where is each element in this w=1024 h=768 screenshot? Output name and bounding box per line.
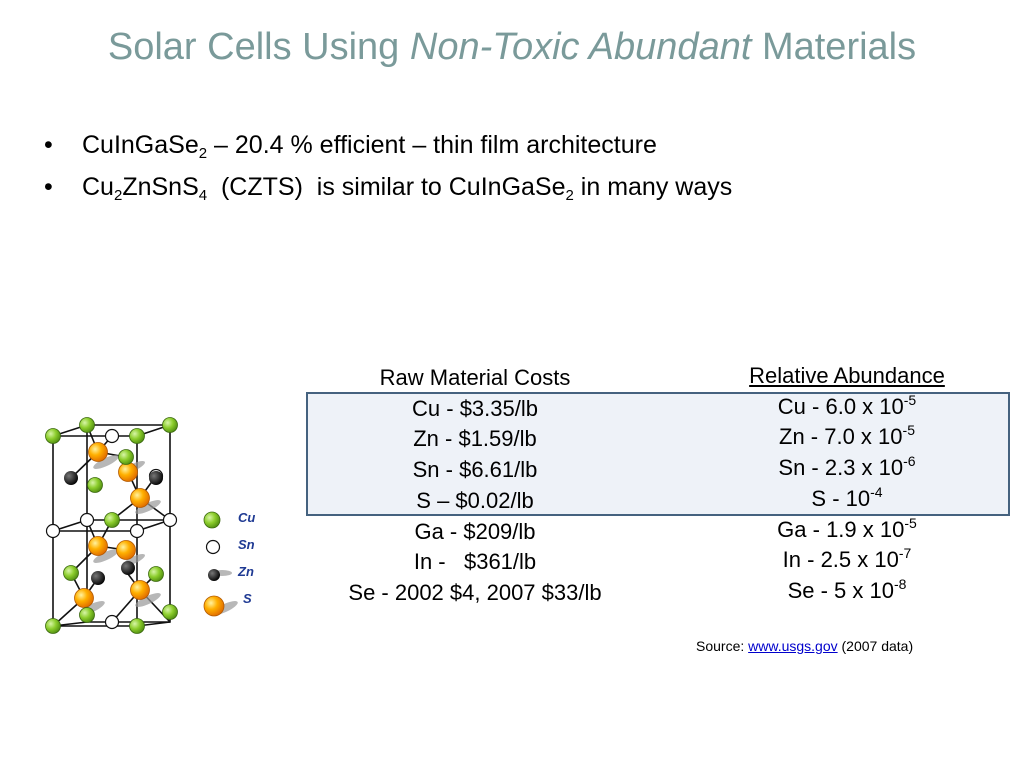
bullet-text: – 20.4 % efficient – thin film architect… [207, 131, 657, 159]
abundance-value: Ga - 1.9 x 10 [777, 516, 905, 542]
legend-s-label: S [243, 591, 252, 606]
bullet-text: in many ways [573, 173, 733, 201]
abundance-value: S - 10 [811, 485, 871, 511]
legend-zn-marker [208, 569, 220, 581]
abundance-item: Zn - 7.0 x 10-5 [712, 422, 982, 453]
abundance-exponent: -8 [893, 575, 907, 592]
source-suffix: (2007 data) [837, 638, 914, 654]
abundance-value: In - 2.5 x 10 [782, 547, 899, 573]
bullet-text: ZnSnS [122, 173, 199, 201]
bullet-list: • CuInGaSe2 – 20.4 % efficient – thin fil… [44, 124, 732, 208]
highlight-box [306, 392, 1010, 516]
cost-item: Cu - $3.35/lb [412, 395, 538, 421]
bullet-text: Cu [82, 173, 114, 201]
legend-cu-label: Cu [238, 510, 256, 525]
legend-s-marker [203, 595, 225, 617]
title-suffix: Materials [751, 26, 917, 68]
legend-sn-marker [205, 539, 221, 555]
costs-heading: Raw Material Costs [379, 365, 571, 390]
abundance-value: Sn - 2.3 x 10 [778, 455, 904, 481]
abundance-heading: Relative Abundance [749, 363, 945, 388]
abundance-exponent: -5 [904, 514, 917, 531]
abundance-exponent: -5 [902, 422, 915, 439]
relative-abundance-list: Relative Abundance Cu - 6.0 x 10-5 Zn - … [712, 361, 982, 607]
abundance-item: S - 10-4 [712, 484, 982, 515]
cost-item: In - $361/lb [413, 549, 537, 575]
cost-item: Se - 2002 $4, 2007 $33/lb [348, 579, 602, 605]
source-note: Source: www.usgs.gov (2007 data) [696, 638, 913, 654]
legend-sn-label: Sn [238, 537, 255, 552]
source-prefix: Source: [696, 638, 749, 654]
abundance-value: Cu - 6.0 x 10 [777, 393, 904, 419]
cost-item: Zn - $1.59/lb [413, 426, 537, 452]
subscript: 2 [113, 187, 123, 204]
legend-cu-marker [203, 511, 221, 529]
bullet-text: CuInGaSe [82, 131, 199, 159]
cost-item: Sn - $6.61/lb [412, 457, 538, 483]
abundance-value: Zn - 7.0 x 10 [779, 424, 903, 450]
bullet-item: • CuInGaSe2 – 20.4 % efficient – thin fil… [44, 124, 732, 166]
bullet-dot: • [44, 173, 53, 201]
abundance-item: Ga - 1.9 x 10-5 [712, 515, 982, 546]
abundance-item: Cu - 6.0 x 10-5 [712, 392, 982, 423]
subscript: 2 [565, 187, 574, 204]
bullet-item: • Cu2ZnSnS4 (CZTS) is similar to CuInGaSe… [44, 166, 732, 208]
title-prefix: Solar Cells Using [107, 26, 410, 68]
slide-title: Solar Cells Using Non-Toxic Abundant Mat… [0, 26, 1024, 69]
abundance-item: Se - 5 x 10-8 [712, 576, 982, 607]
cost-item: Ga - $209/lb [414, 518, 536, 544]
abundance-exponent: -7 [898, 545, 912, 562]
abundance-exponent: -4 [870, 483, 883, 500]
abundance-item: In - 2.5 x 10-7 [712, 545, 982, 576]
legend-zn-label: Zn [238, 564, 254, 579]
source-link[interactable]: www.usgs.gov [748, 638, 838, 654]
title-emphasis: Non-Toxic Abundant [409, 26, 752, 68]
bullet-text: (CZTS) is similar to CuInGaSe [207, 173, 566, 201]
subscript: 4 [198, 187, 208, 204]
subscript: 2 [198, 145, 208, 162]
bullet-dot: • [44, 131, 53, 159]
raw-material-costs-list: Raw Material Costs Cu - $3.35/lb Zn - $1… [318, 363, 632, 609]
cost-item: S – $0.02/lb [416, 487, 534, 513]
czts-crystal-structure-image [45, 417, 238, 634]
abundance-exponent: -6 [903, 453, 916, 470]
abundance-value: Se - 5 x 10 [787, 577, 894, 603]
abundance-item: Sn - 2.3 x 10-6 [712, 453, 982, 484]
abundance-exponent: -5 [903, 391, 917, 408]
